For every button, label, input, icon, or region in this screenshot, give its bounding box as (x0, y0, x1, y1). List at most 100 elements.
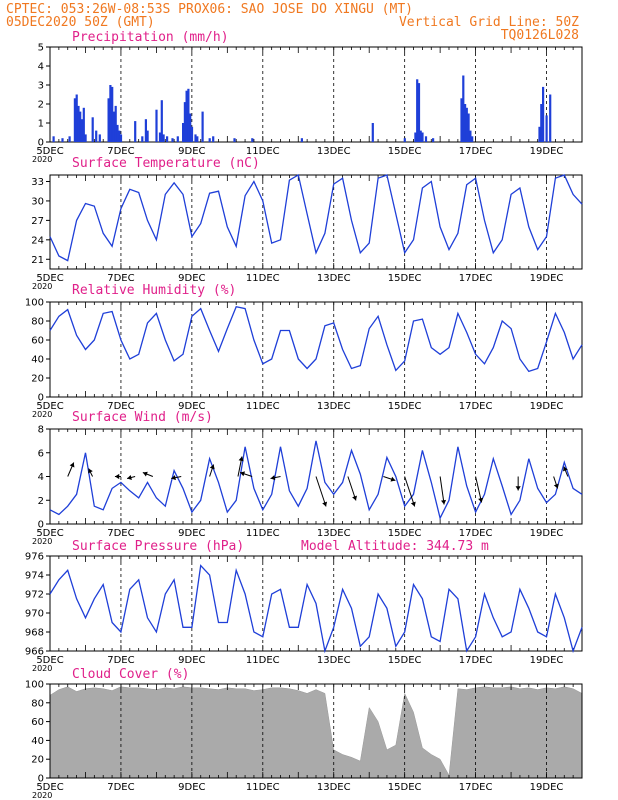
precip-bar (212, 136, 215, 142)
precip-bar (80, 119, 84, 142)
precip-bar (141, 136, 144, 142)
y-tick-label: 0 (38, 138, 44, 149)
x-tick-label: 7DEC (107, 401, 134, 412)
precip-bar (201, 111, 204, 142)
y-tick-label: 8 (38, 425, 44, 436)
wind-vector-head (390, 476, 396, 482)
x-tick-label: 19DEC (530, 146, 564, 157)
header-date: 05DEC2020 50Z (GMT) (6, 15, 155, 30)
panel-frame (49, 46, 583, 143)
precip-bar (61, 138, 64, 142)
wind-vector-head (142, 471, 148, 477)
y-tick-label: 4 (38, 62, 44, 73)
x-tick-label: 11DEC (246, 146, 280, 157)
y-tick-label: 33 (31, 177, 44, 188)
x-tick-label: 9DEC (178, 273, 205, 284)
precip-bar (465, 107, 468, 142)
wind-vector-head (478, 497, 484, 503)
wind-vector-head (553, 483, 559, 489)
x-tick-label: 17DEC (459, 528, 493, 539)
wind-vector-head (563, 466, 568, 472)
precip-bar (187, 88, 190, 142)
temp-series-line (49, 173, 583, 262)
y-tick-label: 20 (31, 755, 44, 766)
x-tick-label: 7DEC (107, 782, 134, 793)
precip-bar (462, 75, 465, 142)
x-tick-label: 15DEC (388, 273, 422, 284)
x-tick-label: 15DEC (388, 655, 422, 666)
precip-bar (414, 132, 417, 142)
y-tick-label: 966 (25, 647, 44, 658)
header-model-id: TQ0126L028 (501, 28, 579, 43)
precip-bar (542, 86, 545, 142)
x-year-label: 2020 (32, 282, 52, 291)
y-tick-label: 40 (31, 736, 44, 747)
precip-bar (549, 94, 552, 142)
panel-title: Precipitation (mm/h) (72, 30, 229, 45)
precip-bar (471, 136, 474, 142)
x-tick-label: 11DEC (246, 655, 280, 666)
x-tick-label: 5DEC (36, 528, 63, 539)
wind-vector-head (114, 473, 120, 480)
precip-bar (160, 100, 163, 142)
x-tick-label: 11DEC (246, 528, 280, 539)
precip-bar (464, 104, 467, 142)
y-tick-label: 60 (31, 717, 44, 728)
panel-title: Relative Humidity (%) (72, 283, 236, 298)
precip-bar (114, 105, 117, 142)
precip-bar (416, 79, 419, 142)
y-tick-label: 970 (25, 609, 44, 620)
wind-vector-head (270, 475, 276, 481)
x-tick-label: 17DEC (459, 782, 493, 793)
header-station: CPTEC: 053:26W-08:53S PROX06: SAO JOSE D… (6, 2, 413, 17)
y-tick-label: 6 (38, 448, 44, 459)
precip-bar (73, 98, 76, 142)
wind-vector-head (238, 456, 244, 462)
x-year-label: 2020 (32, 664, 52, 673)
precip-bar (82, 107, 85, 142)
y-tick-label: 40 (31, 355, 44, 366)
cloud-cover-area (49, 686, 583, 779)
y-tick-label: 972 (25, 590, 44, 601)
wind-vector-head (88, 468, 93, 474)
x-year-label: 2020 (32, 155, 52, 164)
y-tick-label: 20 (31, 374, 44, 385)
precip-bar (300, 138, 303, 142)
precip-bar (98, 134, 101, 142)
x-tick-label: 11DEC (246, 782, 280, 793)
wind-vector (439, 476, 445, 505)
x-tick-label: 13DEC (317, 146, 351, 157)
x-tick-label: 7DEC (107, 655, 134, 666)
x-year-label: 2020 (32, 410, 52, 419)
precip-bar (146, 130, 149, 142)
wind-vector-head (171, 475, 176, 481)
precip-bar (75, 94, 78, 142)
x-tick-label: 19DEC (530, 655, 564, 666)
precip-bar (166, 136, 169, 142)
precip-bar (107, 98, 110, 142)
y-tick-label: 0 (38, 774, 44, 785)
rh-series-line (49, 306, 583, 373)
x-tick-label: 7DEC (107, 273, 134, 284)
panel-cloud-cover: 0 20 40 60 80 100 5DEC 7DEC 9DEC 11DEC 13DEC 15DEC 1… (25, 667, 583, 800)
x-tick-label: 17DEC (459, 273, 493, 284)
precip-bar (68, 136, 71, 142)
wind-vector-head (240, 471, 246, 477)
x-tick-label: 19DEC (530, 273, 564, 284)
x-tick-label: 9DEC (178, 528, 205, 539)
x-tick-label: 11DEC (246, 273, 280, 284)
precip-bar (460, 98, 463, 142)
precip-bar (371, 123, 374, 142)
precip-bar (417, 83, 421, 142)
precip-bar (545, 115, 548, 142)
precip-bar (84, 134, 87, 142)
precip-bar (540, 104, 543, 142)
precip-bar (183, 102, 186, 142)
precip-bar (134, 121, 137, 142)
y-tick-label: 0 (38, 393, 44, 404)
wind-vector-head (352, 495, 358, 501)
y-tick-label: 100 (25, 680, 44, 691)
precip-bar (421, 132, 424, 142)
precip-bar (432, 138, 435, 142)
wind-vector-head (440, 499, 447, 505)
